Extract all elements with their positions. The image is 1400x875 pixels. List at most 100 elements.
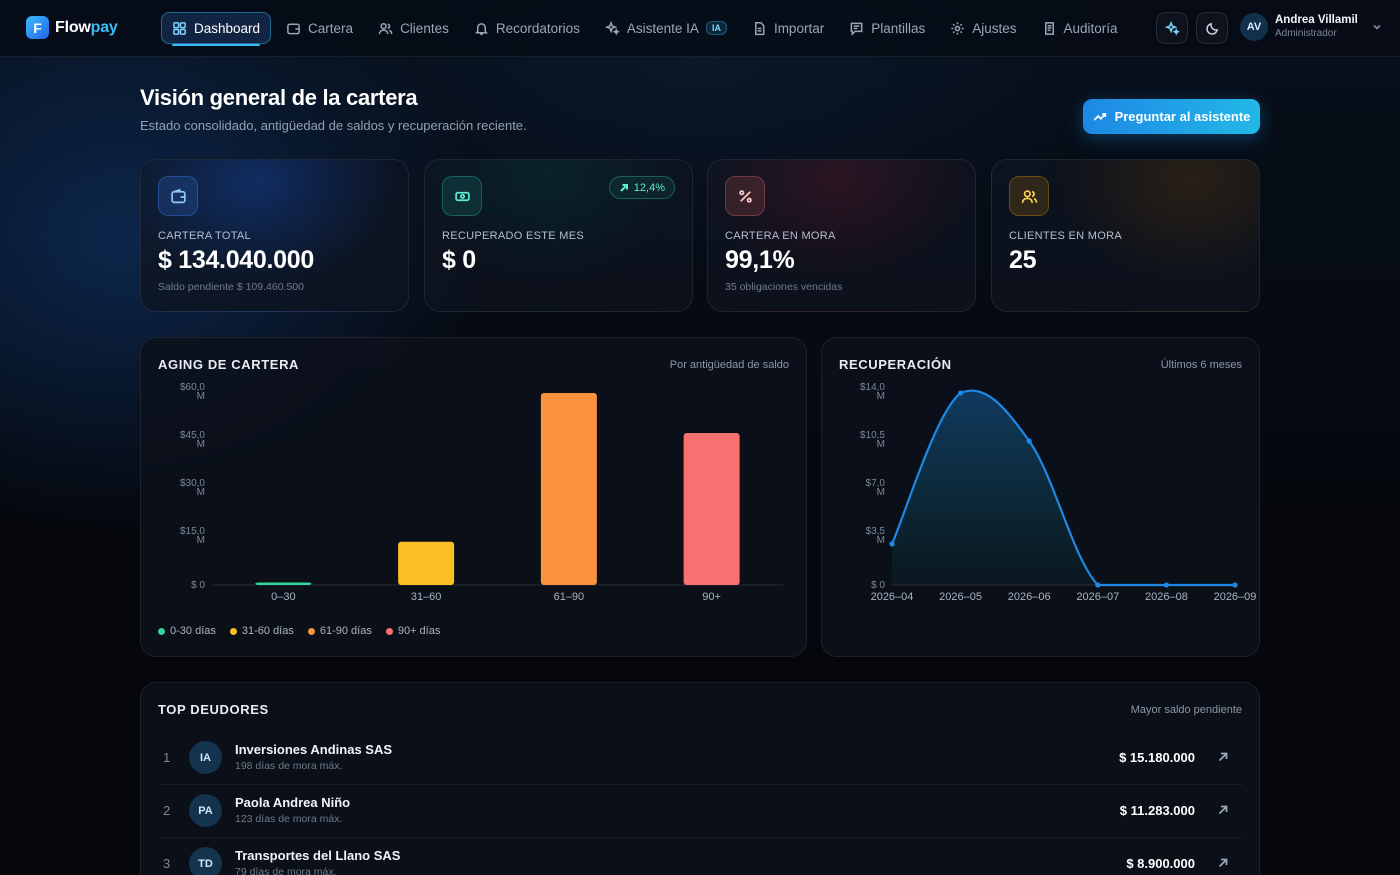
nav-item-dashboard[interactable]: Dashboard	[161, 12, 272, 46]
nav-item-label: Asistente IA	[626, 20, 699, 36]
aging-panel: AGING DE CARTERA Por antigüedad de saldo…	[140, 337, 807, 657]
row-amount: $ 11.283.000	[1119, 803, 1195, 818]
nav-item-label: Recordatorios	[495, 20, 580, 36]
nav-item-importar[interactable]: Importar	[742, 12, 834, 44]
table-row[interactable]: 2 PA Paola Andrea Niño 123 días de mora …	[158, 785, 1243, 838]
row-amount: $ 15.180.000	[1119, 750, 1195, 765]
nav-item-auditoria[interactable]: Auditoría	[1032, 12, 1128, 44]
users-icon	[1021, 189, 1037, 203]
nav-item-cartera[interactable]: Cartera	[276, 12, 363, 44]
row-name: Paola Andrea Niño	[235, 795, 351, 810]
user-role: Administrador	[1275, 28, 1337, 39]
table-row[interactable]: 3 TD Transportes del Llano SAS 79 días d…	[158, 838, 1243, 875]
grid-icon	[173, 21, 186, 35]
bell-icon	[474, 22, 488, 35]
open-debtor-button[interactable]	[1217, 803, 1231, 817]
nav-item-label: Dashboard	[194, 20, 261, 36]
nav-item-recordatorios[interactable]: Recordatorios	[464, 12, 590, 44]
row-name: Transportes del Llano SAS	[235, 848, 401, 863]
nav-item-label: Clientes	[400, 20, 449, 36]
arrow-up-right-icon	[1218, 805, 1228, 815]
scroll-icon	[1044, 21, 1054, 35]
brand-logo-icon: F	[26, 16, 49, 39]
row-rank: 3	[163, 856, 171, 871]
kpi-label: CLIENTES EN MORA	[1009, 230, 1122, 242]
kpi-note: 35 obligaciones vencidas	[725, 281, 843, 293]
moon-icon	[1205, 22, 1218, 35]
recovery-point-2026–05	[958, 390, 964, 396]
kpi-value: $ 0	[442, 246, 476, 274]
open-debtor-button[interactable]	[1217, 750, 1231, 764]
legend-label: 0-30 días	[170, 625, 216, 637]
legend-label: 90+ días	[397, 625, 441, 637]
kpi-card-cartera-total: CARTERA TOTAL $ 134.040.000 Saldo pendie…	[140, 159, 409, 312]
recovery-title: RECUPERACIÓN	[839, 357, 952, 372]
user-name: Andrea Villamil	[1275, 14, 1358, 26]
row-subtitle: 123 días de mora máx.	[235, 813, 343, 825]
recovery-point-2026–07	[1095, 582, 1101, 588]
y-tick-label: $ 0	[871, 580, 885, 591]
wallet-icon	[170, 188, 186, 203]
arrow-up-right-icon	[1218, 858, 1228, 868]
x-tick-label: 31–60	[411, 591, 442, 603]
row-subtitle: 198 días de mora máx.	[235, 760, 343, 772]
users-icon	[378, 22, 393, 34]
nav-item-ajustes[interactable]: Ajustes	[940, 12, 1026, 44]
brand[interactable]: F Flowpay	[26, 16, 118, 39]
y-tick-label: $14,0	[860, 382, 885, 393]
bar-90+	[683, 433, 740, 585]
nav-item-label: Cartera	[308, 20, 354, 36]
nav-item-asistente[interactable]: Asistente IA IA	[595, 12, 737, 44]
recovery-point-2026–06	[1026, 438, 1032, 444]
trending-up-icon	[1093, 112, 1106, 121]
legend-item: 0-30 días	[158, 625, 216, 637]
x-tick-label: 90+	[702, 591, 721, 603]
open-debtor-button[interactable]	[1217, 856, 1231, 870]
y-tick-label: $60,0	[180, 382, 205, 393]
bar-0–30	[255, 582, 312, 585]
kpi-delta-badge: 12,4%	[608, 176, 675, 199]
bar-31–60	[398, 541, 455, 585]
theme-toggle-button[interactable]	[1196, 12, 1228, 44]
aging-title: AGING DE CARTERA	[158, 357, 300, 372]
legend-dot	[385, 627, 393, 635]
avatar: IA	[189, 741, 222, 774]
y-tick-label: M	[877, 535, 885, 546]
y-tick-label: $15,0	[180, 526, 205, 537]
nav-item-plantillas[interactable]: Plantillas	[839, 12, 935, 44]
gear-icon	[951, 21, 964, 35]
avatar: PA	[189, 794, 222, 827]
arrow-up-right-icon	[1218, 752, 1228, 762]
ask-assistant-button[interactable]: Preguntar al asistente	[1083, 99, 1260, 134]
nav-item-label: Importar	[773, 20, 825, 36]
user-menu[interactable]: AV Andrea Villamil Administrador	[1240, 13, 1383, 41]
kpi-label: RECUPERADO ESTE MES	[442, 230, 585, 242]
legend-item: 90+ días	[385, 625, 441, 637]
page-title: Visión general de la cartera	[140, 85, 418, 110]
ai-sparkle-button[interactable]	[1156, 12, 1188, 44]
x-tick-label: 2026–04	[871, 591, 914, 603]
kpi-card-clientes-mora: CLIENTES EN MORA 25	[991, 159, 1260, 312]
y-tick-label: $45,0	[180, 430, 205, 441]
kpi-icon-box	[1009, 176, 1049, 216]
legend-item: 31-60 días	[229, 625, 294, 637]
recovery-point-2026–09	[1232, 582, 1238, 588]
x-tick-label: 2026–08	[1145, 591, 1188, 603]
table-row[interactable]: 1 IA Inversiones Andinas SAS 198 días de…	[158, 732, 1243, 785]
kpi-label: CARTERA TOTAL	[158, 230, 251, 242]
nav-item-clientes[interactable]: Clientes	[368, 12, 459, 44]
top-debtors-panel: TOP DEUDORES Mayor saldo pendiente 1 IA …	[140, 682, 1260, 875]
x-tick-label: 2026–07	[1076, 591, 1119, 603]
x-tick-label: 2026–06	[1008, 591, 1051, 603]
y-tick-label: $3,5	[866, 526, 886, 537]
aging-hint: Por antigüedad de saldo	[669, 359, 789, 371]
kpi-value: $ 134.040.000	[158, 246, 314, 274]
sparkles-icon	[604, 20, 620, 36]
kpi-value: 99,1%	[725, 246, 795, 274]
sparkles-icon	[1164, 20, 1180, 36]
y-tick-label: $7,0	[866, 478, 886, 489]
recovery-point-2026–08	[1163, 582, 1169, 588]
file-icon	[754, 21, 765, 35]
row-rank: 2	[163, 803, 171, 818]
kpi-note: Saldo pendiente $ 109.460.500	[158, 281, 304, 293]
